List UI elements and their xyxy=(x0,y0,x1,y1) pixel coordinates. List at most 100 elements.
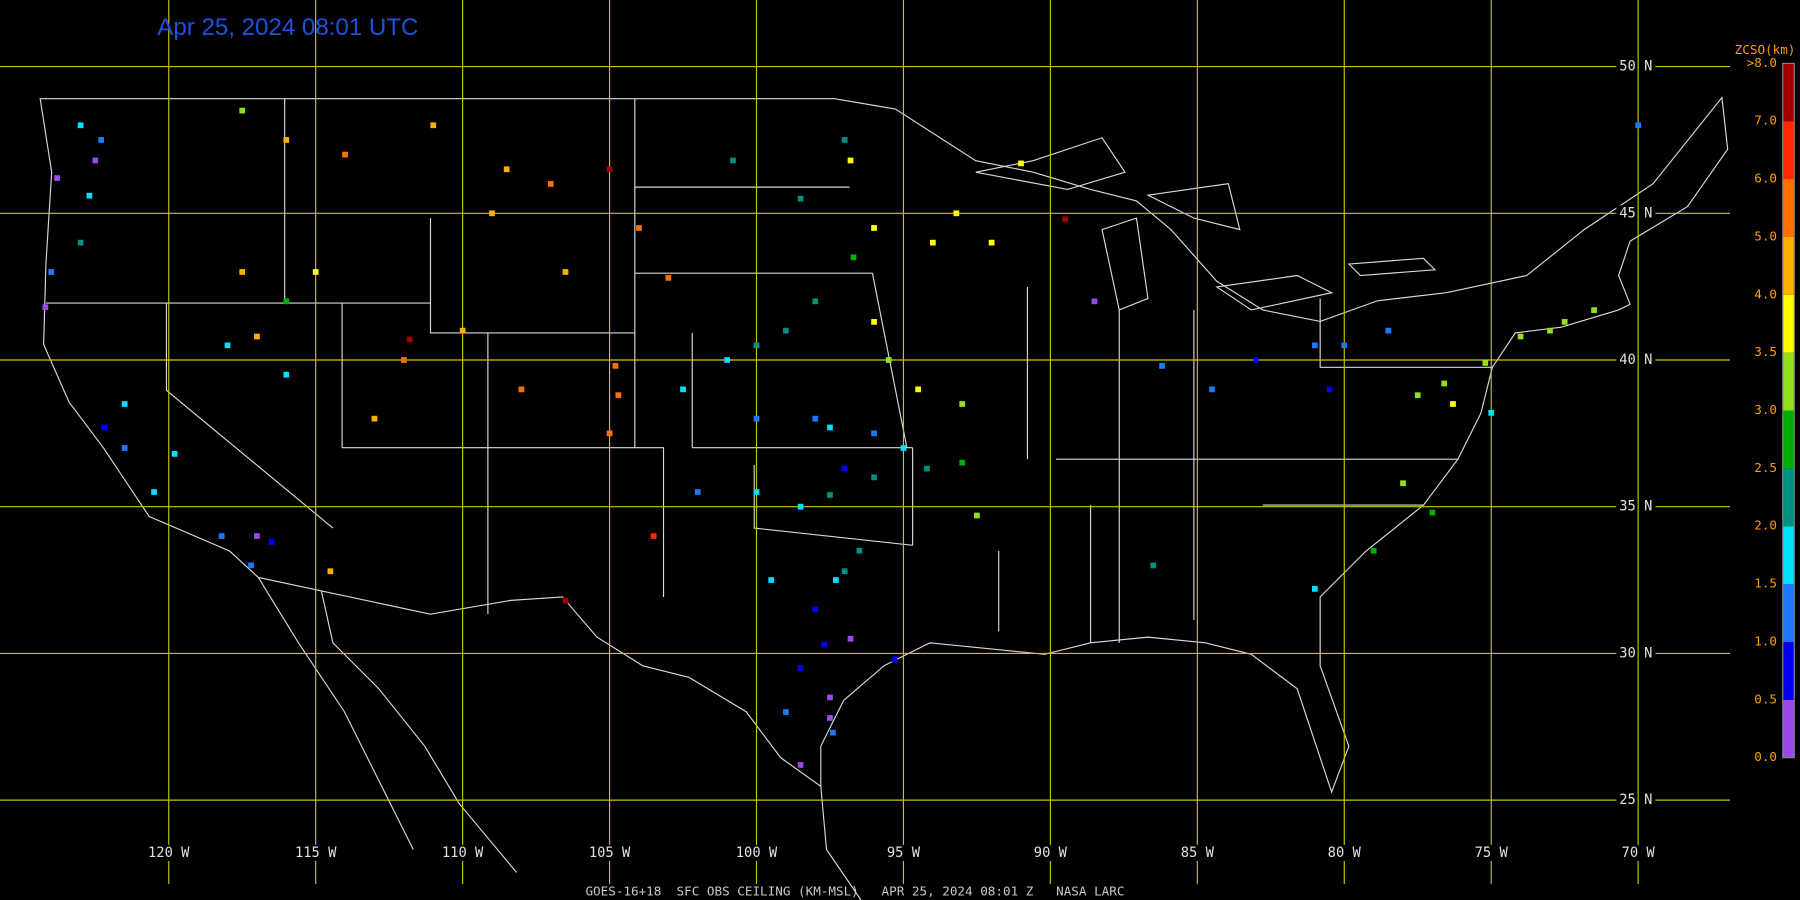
station-obs xyxy=(283,371,290,378)
timestamp: Apr 25, 2024 08:01 UTC xyxy=(157,14,418,41)
footer: GOES-16+18 SFC OBS CEILING (KM-MSL) APR … xyxy=(585,883,1124,898)
colorbar-band xyxy=(1782,352,1795,411)
station-obs xyxy=(694,489,701,495)
station-obs xyxy=(1482,360,1489,366)
lon-label: 85 W xyxy=(1181,845,1215,861)
mexico-coast xyxy=(257,577,862,900)
station-obs xyxy=(841,465,848,472)
station-obs xyxy=(503,166,510,173)
station-obs xyxy=(797,503,804,510)
station-obs xyxy=(812,606,819,613)
colorbar-label: 1.5 xyxy=(1754,576,1777,591)
station-obs xyxy=(821,641,827,648)
station-obs xyxy=(974,512,980,519)
station-obs xyxy=(753,489,760,495)
station-obs xyxy=(1091,298,1098,305)
boundaries xyxy=(39,96,1729,900)
station-obs xyxy=(342,151,348,158)
lon-label: 95 W xyxy=(887,845,921,861)
station-obs xyxy=(121,445,128,451)
label-bg xyxy=(290,844,341,861)
station-obs xyxy=(827,715,833,721)
station-obs xyxy=(92,157,99,164)
station-obs xyxy=(1370,547,1377,554)
us-outline xyxy=(39,96,1729,794)
colorbar-title: ZCSO(km) xyxy=(1735,42,1796,57)
station-obs xyxy=(48,269,55,275)
label-bg xyxy=(1616,58,1656,75)
station-obs xyxy=(1400,480,1406,487)
station-obs xyxy=(856,547,863,554)
station-obs xyxy=(871,430,877,437)
station-obs xyxy=(312,269,319,275)
station-obs xyxy=(518,386,525,393)
label-bg xyxy=(1025,844,1076,861)
colorbar-band xyxy=(1782,294,1795,353)
station-obs xyxy=(841,568,848,575)
station-obs xyxy=(254,533,260,539)
station-obs xyxy=(953,210,960,217)
lon-label: 75 W xyxy=(1475,845,1509,861)
station-obs xyxy=(988,239,995,246)
station-obs xyxy=(959,459,966,466)
lon-label: 105 W xyxy=(589,845,631,861)
station-obs xyxy=(1253,357,1259,363)
colorbar: 0.0 0.5 1.0 1.5 2.0 2.5 3.0 3.5 4.0 5.0 6.0 7.0 >8.0… xyxy=(1735,42,1796,764)
colorbar-label: 3.5 xyxy=(1754,344,1777,359)
station-obs xyxy=(797,762,804,768)
station-obs xyxy=(832,577,839,583)
colorbar-band xyxy=(1782,526,1795,585)
station-obs xyxy=(171,451,178,457)
lon-label: 70 W xyxy=(1622,845,1656,861)
station-obs xyxy=(1429,509,1436,516)
station-obs xyxy=(1209,386,1215,393)
station-obs xyxy=(77,239,84,246)
label-bg xyxy=(1465,844,1517,861)
station-obs xyxy=(1385,327,1392,334)
graticule: 50 N 45 N 40 N 35 N 30 N 25 N 120 W 115 W 110 W 1… xyxy=(0,0,1730,884)
station-obs xyxy=(929,239,936,246)
station-obs xyxy=(1062,216,1068,223)
station-obs xyxy=(254,333,260,340)
colorbar-label: 5.0 xyxy=(1754,228,1777,243)
station-obs xyxy=(830,729,836,736)
station-obs xyxy=(871,225,877,231)
station-obs xyxy=(871,474,877,481)
station-obs xyxy=(86,192,93,199)
station-obs xyxy=(1312,585,1318,592)
station-obs xyxy=(827,424,833,431)
station-obs xyxy=(753,415,760,422)
station-obs xyxy=(239,107,246,114)
station-obs xyxy=(268,539,275,545)
station-obs xyxy=(562,597,569,604)
station-obs xyxy=(1450,401,1456,407)
station-obs xyxy=(636,225,642,231)
station-obs xyxy=(850,254,857,261)
station-obs xyxy=(121,401,128,407)
station-obs xyxy=(1341,342,1348,349)
label-bg xyxy=(584,844,635,861)
label-bg xyxy=(731,844,782,861)
station-obs xyxy=(77,122,84,129)
station-obs xyxy=(248,562,254,569)
station-obs xyxy=(827,694,833,701)
colorbar-frame xyxy=(1782,62,1795,759)
colorbar-label: 2.0 xyxy=(1754,518,1777,533)
colorbar-band xyxy=(1782,699,1795,758)
station-obs xyxy=(768,577,775,583)
colorbar-label: 3.0 xyxy=(1754,402,1777,417)
station-obs xyxy=(724,357,730,363)
state-lines xyxy=(45,98,1493,643)
station-obs xyxy=(606,430,613,437)
station-obs xyxy=(847,157,854,164)
label-bg xyxy=(1616,645,1656,662)
station-obs xyxy=(753,342,760,349)
colorbar-label: >8.0 xyxy=(1747,55,1777,70)
station-obs xyxy=(98,137,105,143)
lakes xyxy=(975,137,1437,311)
colorbar-label: 7.0 xyxy=(1754,113,1777,128)
station-obs xyxy=(871,318,877,325)
station-obs xyxy=(650,533,657,539)
